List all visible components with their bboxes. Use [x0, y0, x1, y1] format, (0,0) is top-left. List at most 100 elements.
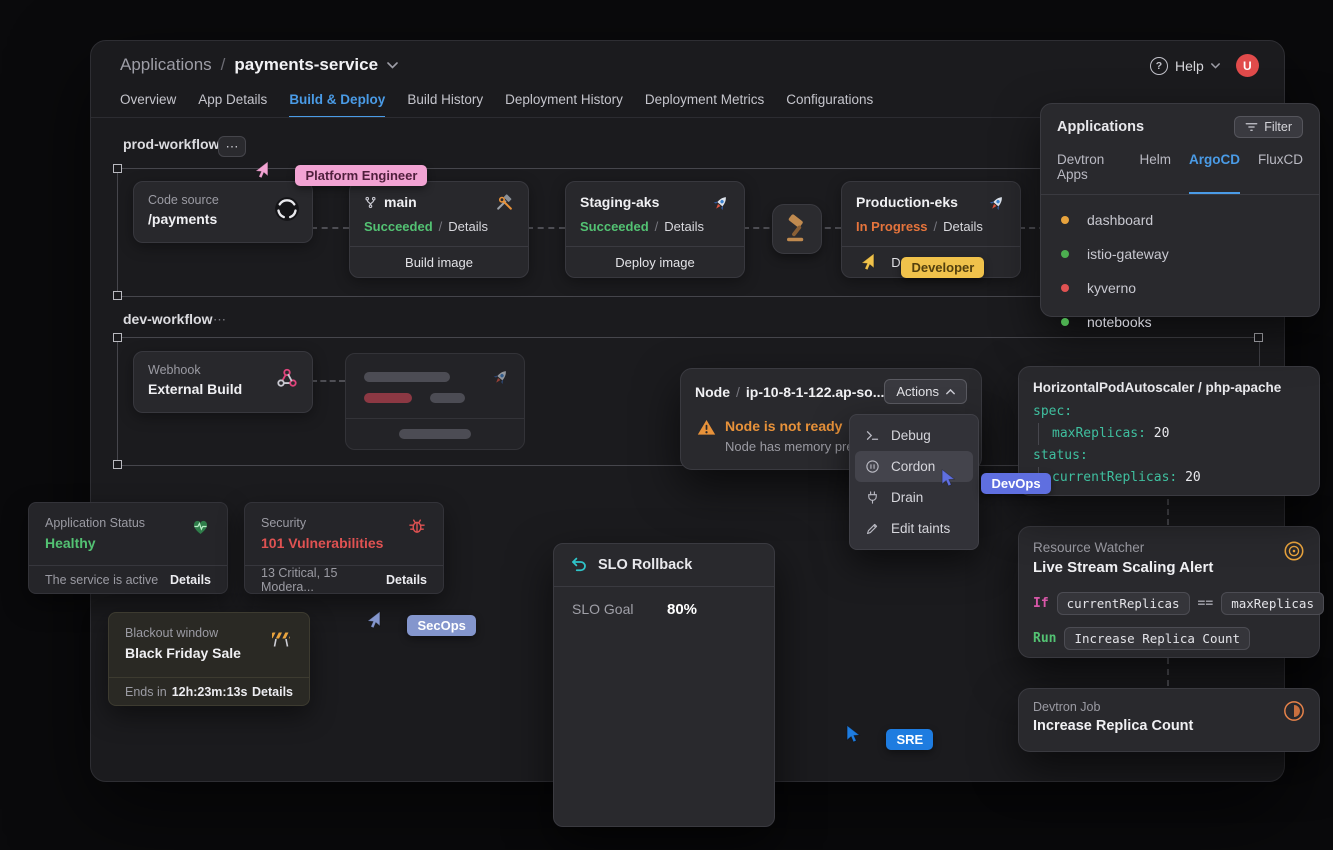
menu-item-debug[interactable]: Debug	[855, 420, 973, 451]
condition-left-chip: currentReplicas	[1056, 592, 1190, 615]
flow-connector	[1167, 499, 1169, 525]
pipeline-connector	[527, 227, 565, 229]
tab-build-history[interactable]: Build History	[407, 92, 484, 107]
pipeline-connector	[311, 227, 349, 229]
filter-button[interactable]: Filter	[1234, 116, 1303, 138]
webhook-icon	[277, 368, 297, 387]
code-source-repo: /payments	[148, 211, 218, 227]
job-timer-icon	[1284, 701, 1304, 721]
production-stage-card[interactable]: Production-eks In Progress / Details Dep…	[841, 181, 1021, 278]
build-stage-card[interactable]: main Succeeded / Details Build image	[349, 181, 529, 278]
skeleton-bar	[399, 429, 471, 439]
if-keyword: If	[1033, 596, 1049, 611]
webhook-card[interactable]: Webhook External Build	[133, 351, 313, 413]
hpa-title: HorizontalPodAutoscaler / php-apache	[1033, 380, 1282, 395]
flow-connector	[1167, 658, 1169, 686]
prod-workflow-menu-button[interactable]: ⋯	[218, 136, 246, 157]
resize-handle[interactable]	[113, 333, 122, 342]
tab-deployment-history[interactable]: Deployment History	[505, 92, 623, 107]
rollback-icon	[572, 557, 586, 572]
avatar[interactable]: U	[1235, 54, 1259, 77]
menu-item-drain[interactable]: Drain	[855, 482, 973, 513]
code-source-label: Code source	[148, 193, 219, 207]
resize-handle[interactable]	[113, 460, 122, 469]
node-separator: /	[736, 383, 740, 400]
application-status-details-link[interactable]: Details	[170, 572, 211, 587]
build-details-link[interactable]: Details	[448, 219, 489, 234]
tab-deployment-metrics[interactable]: Deployment Metrics	[644, 92, 765, 107]
production-deploy-button[interactable]: Deploy image	[842, 246, 1020, 277]
skeleton-bar	[364, 393, 412, 403]
app-name: notebooks	[1087, 314, 1152, 330]
gavel-icon	[787, 214, 804, 242]
breadcrumb[interactable]: Applications / payments-service	[120, 55, 398, 75]
tab-configurations[interactable]: Configurations	[786, 92, 874, 107]
app-name: istio-gateway	[1087, 246, 1169, 262]
security-details-link[interactable]: Details	[386, 572, 427, 587]
tools-icon	[497, 194, 512, 210]
build-image-label: Build image	[405, 254, 473, 270]
staging-name: Staging-aks	[580, 194, 660, 210]
node-name: ip-10-8-1-122.ap-so...	[745, 383, 885, 400]
chevron-down-icon[interactable]	[387, 61, 398, 69]
production-details-link[interactable]: Details	[943, 219, 983, 234]
app-list-item-notebooks[interactable]: notebooks	[1041, 305, 1319, 339]
tab-build-deploy[interactable]: Build & Deploy	[289, 92, 386, 118]
build-status: Succeeded	[364, 219, 433, 234]
dev-workflow-menu-button[interactable]: ⋯	[213, 312, 227, 328]
webhook-name: External Build	[148, 381, 243, 397]
tab-devtron-apps[interactable]: Devtron Apps	[1057, 152, 1105, 182]
build-image-button[interactable]: Build image	[350, 246, 528, 277]
run-action-chip: Increase Replica Count	[1064, 627, 1251, 650]
breadcrumb-app-name[interactable]: payments-service	[234, 55, 379, 74]
staging-details-link[interactable]: Details	[664, 219, 705, 234]
breadcrumb-root[interactable]: Applications	[120, 55, 212, 74]
operator: ==	[1197, 596, 1214, 611]
applications-panel-title: Applications	[1057, 119, 1145, 135]
tab-argocd[interactable]: ArgoCD	[1188, 152, 1240, 194]
actions-label: Actions	[896, 384, 940, 399]
avatar-initial: U	[1242, 58, 1252, 73]
resize-handle[interactable]	[1254, 333, 1263, 342]
tab-fluxcd[interactable]: FluxCD	[1257, 152, 1303, 167]
node-warning-title: Node is not ready	[725, 418, 843, 434]
watcher-title: Live Stream Scaling Alert	[1033, 559, 1214, 576]
slo-panel-title: SLO Rollback	[598, 557, 693, 573]
tab-overview[interactable]: Overview	[120, 92, 177, 107]
app-list-item-dashboard[interactable]: dashboard	[1041, 203, 1319, 237]
menu-item-cordon[interactable]: Cordon	[855, 451, 973, 482]
staging-deploy-button[interactable]: Deploy image	[566, 246, 744, 277]
help-menu[interactable]: ? Help	[1150, 56, 1220, 75]
staging-stage-card[interactable]: Staging-aks Succeeded / Details Deploy i…	[565, 181, 745, 278]
yaml-current-replicas-value: 20	[1185, 470, 1201, 485]
rocket-icon	[989, 197, 1002, 211]
resize-handle[interactable]	[113, 291, 122, 300]
blackout-footer-prefix: Ends in	[125, 684, 167, 699]
production-status: In Progress	[856, 219, 928, 234]
watcher-label: Resource Watcher	[1033, 540, 1145, 555]
branch-name: main	[384, 194, 417, 210]
tab-bar: Overview App Details Build & Deploy Buil…	[120, 92, 873, 118]
resize-handle[interactable]	[113, 164, 122, 173]
tab-helm[interactable]: Helm	[1139, 152, 1171, 167]
status-separator: /	[654, 219, 659, 234]
node-actions-button[interactable]: Actions	[884, 379, 968, 404]
app-list-item-kyverno[interactable]: kyverno	[1041, 271, 1319, 305]
help-label: Help	[1175, 57, 1204, 74]
tab-app-details[interactable]: App Details	[198, 92, 268, 107]
blackout-details-link[interactable]: Details	[252, 684, 293, 699]
menu-item-edit-taints[interactable]: Edit taints	[855, 513, 973, 544]
production-deploy-label: Deploy image	[891, 254, 971, 270]
filter-label: Filter	[1264, 120, 1292, 134]
security-card: Security 101 Vulnerabilities 13 Critical…	[244, 502, 444, 594]
header-divider	[91, 117, 1282, 118]
app-list-item-istio-gateway[interactable]: istio-gateway	[1041, 237, 1319, 271]
yaml-spec-key: spec:	[1033, 404, 1073, 419]
rocket-icon	[493, 371, 506, 385]
security-footer: 13 Critical, 15 Modera...	[261, 565, 338, 594]
applications-tabs: Devtron Apps Helm ArgoCD FluxCD	[1041, 138, 1319, 195]
code-source-card[interactable]: Code source /payments	[133, 181, 313, 243]
blackout-label: Blackout window	[125, 626, 219, 640]
run-keyword: Run	[1033, 631, 1057, 646]
approval-node[interactable]	[772, 204, 822, 254]
